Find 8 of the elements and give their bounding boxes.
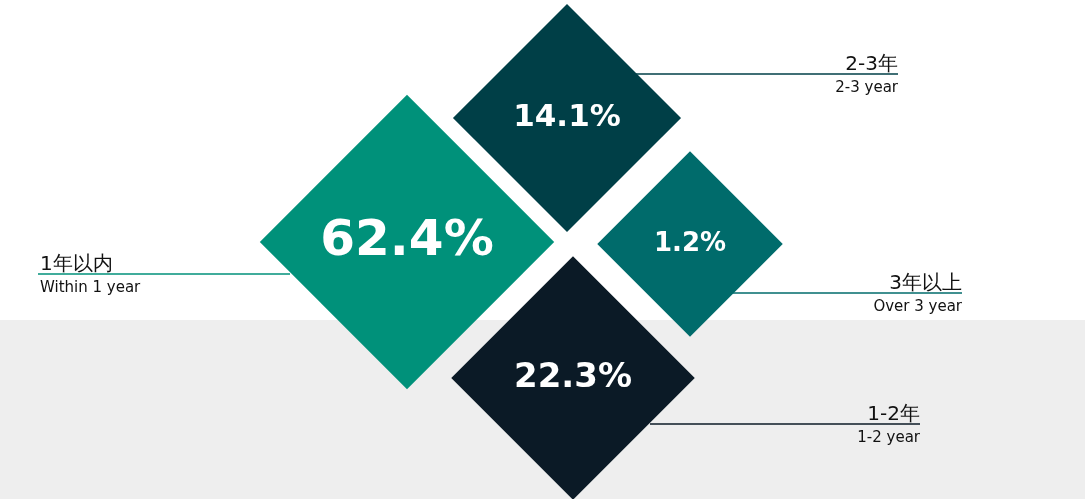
- data-label: 22.3%: [514, 354, 632, 395]
- category-label: 1年以内 Within 1 year: [40, 251, 142, 296]
- category-label: 1-2年 1-2 year: [857, 401, 921, 446]
- category-label: 3年以上 Over 3 year: [873, 270, 963, 315]
- category-label: 2-3年 2-3 year: [835, 51, 899, 96]
- data-label: 1.2%: [653, 226, 727, 257]
- data-label: 14.1%: [513, 97, 621, 134]
- data-label: 62.4%: [320, 208, 494, 267]
